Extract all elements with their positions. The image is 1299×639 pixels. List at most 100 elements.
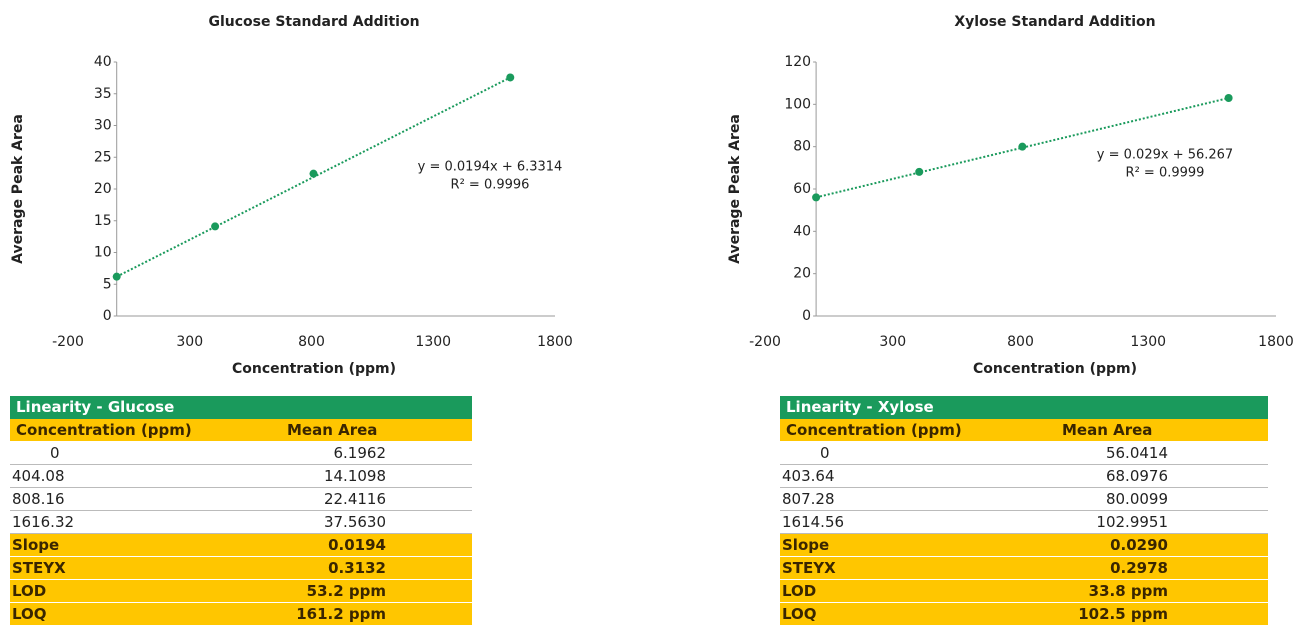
y-tick-label: 20 <box>94 181 112 197</box>
stat-value: 33.8 ppm <box>1088 582 1168 600</box>
annotation: R² = 0.9996 <box>451 178 530 193</box>
stat-row: LOD 53.2 ppm <box>10 580 472 603</box>
stat-label: Slope <box>12 536 60 554</box>
y-tick-label: 60 <box>793 181 811 197</box>
stat-label: LOQ <box>782 605 817 623</box>
x-tick-label: 800 <box>1007 334 1034 350</box>
y-tick-label: 0 <box>103 308 112 324</box>
header-cell: Mean Area <box>287 421 378 439</box>
table-cell: 0 <box>820 444 830 462</box>
y-tick-label: 30 <box>94 118 112 134</box>
y-tick-label: 10 <box>94 245 112 261</box>
data-point <box>1224 93 1233 102</box>
table: Linearity - Xylose Concentration (ppm) Mea… <box>780 396 1268 626</box>
charts: Glucose Standard Addition Concentration (… <box>10 14 1294 377</box>
y-tick-label: 5 <box>103 276 112 292</box>
table-title: Linearity - Glucose <box>10 396 472 419</box>
table-header: Concentration (ppm) Mean Area <box>10 419 472 442</box>
header-cell: Mean Area <box>1062 421 1153 439</box>
stat-row: LOD 33.8 ppm <box>780 580 1268 603</box>
x-axis-title: Concentration (ppm) <box>232 361 396 377</box>
stat-value: 0.2978 <box>1110 559 1168 577</box>
table-title: Linearity - Xylose <box>786 398 934 416</box>
stat-row: LOQ 102.5 ppm <box>780 603 1268 626</box>
table-cell: 1614.56 <box>782 513 845 531</box>
y-tick-label: 0 <box>802 308 811 324</box>
y-tick-label: 20 <box>793 266 811 282</box>
data-point <box>812 193 821 202</box>
data-point <box>1018 142 1027 151</box>
table-cell: 808.16 <box>12 490 65 508</box>
data-point <box>915 167 924 176</box>
header-cell: Concentration (ppm) <box>786 421 962 439</box>
annotation: y = 0.0194x + 6.3314 <box>418 160 563 175</box>
x-tick-label: 800 <box>298 334 325 350</box>
table-cell: 6.1962 <box>333 444 387 462</box>
stat-label: LOD <box>782 582 817 600</box>
table-row: 1616.32 37.5630 <box>10 511 472 534</box>
y-tick-label: 25 <box>94 149 112 165</box>
stat-row: STEYX 0.3132 <box>10 557 472 580</box>
data-point <box>506 73 515 82</box>
stat-label: LOQ <box>12 605 47 623</box>
table: Linearity - Glucose Concentration (ppm) Me… <box>10 396 472 626</box>
stat-row: LOQ 161.2 ppm <box>10 603 472 626</box>
x-tick-label: 300 <box>879 334 906 350</box>
stat-value: 0.3132 <box>328 559 386 577</box>
y-tick-label: 120 <box>784 54 811 70</box>
stat-row: Slope 0.0194 <box>10 534 472 557</box>
y-axis-title: Average Peak Area <box>727 114 743 264</box>
table-cell: 37.5630 <box>323 513 386 531</box>
stat-label: Slope <box>782 536 830 554</box>
data-point <box>211 222 220 231</box>
stat-value: 0.0194 <box>328 536 386 554</box>
table-title: Linearity - Glucose <box>16 398 175 416</box>
stat-value: 102.5 ppm <box>1078 605 1168 623</box>
table-cell: 102.9951 <box>1096 513 1168 531</box>
table-row: 808.16 22.4116 <box>10 488 472 511</box>
x-tick-label: 1300 <box>1130 334 1166 350</box>
x-tick-label: -200 <box>749 334 781 350</box>
chart-title: Xylose Standard Addition <box>954 14 1155 30</box>
table-cell: 807.28 <box>782 490 835 508</box>
table-cell: 0 <box>50 444 60 462</box>
table-row: 0 6.1962 <box>10 442 472 465</box>
table-cell: 80.0099 <box>1105 490 1168 508</box>
x-axis-title: Concentration (ppm) <box>973 361 1137 377</box>
table-row: 404.08 14.1098 <box>10 465 472 488</box>
annotation: R² = 0.9999 <box>1126 166 1205 181</box>
stat-row: STEYX 0.2978 <box>780 557 1268 580</box>
table-cell: 1616.32 <box>12 513 75 531</box>
table-cell: 404.08 <box>12 467 65 485</box>
x-tick-label: 1300 <box>415 334 451 350</box>
table-cell: 22.4116 <box>323 490 386 508</box>
table-row: 0 56.0414 <box>780 442 1268 465</box>
stat-label: STEYX <box>782 559 836 577</box>
table-row: 1614.56 102.9951 <box>780 511 1268 534</box>
stat-value: 53.2 ppm <box>306 582 386 600</box>
y-axis-title: Average Peak Area <box>10 114 26 264</box>
y-tick-label: 35 <box>94 86 112 102</box>
table-cell: 14.1098 <box>323 467 386 485</box>
x-tick-label: 1800 <box>537 334 573 350</box>
table-row: 807.28 80.0099 <box>780 488 1268 511</box>
y-tick-label: 15 <box>94 213 112 229</box>
table-header: Concentration (ppm) Mean Area <box>780 419 1268 442</box>
table-cell: 68.0976 <box>1105 467 1168 485</box>
annotation: y = 0.029x + 56.267 <box>1097 148 1233 163</box>
stat-row: Slope 0.0290 <box>780 534 1268 557</box>
y-tick-label: 80 <box>793 139 811 155</box>
table-row: 403.64 68.0976 <box>780 465 1268 488</box>
stat-label: LOD <box>12 582 47 600</box>
y-tick-label: 40 <box>94 54 112 70</box>
chart-title: Glucose Standard Addition <box>208 14 419 30</box>
table-cell: 403.64 <box>782 467 835 485</box>
y-tick-label: 100 <box>784 96 811 112</box>
table-cell: 56.0414 <box>1105 444 1168 462</box>
stat-label: STEYX <box>12 559 66 577</box>
data-point <box>309 169 318 178</box>
x-tick-label: 1800 <box>1258 334 1294 350</box>
table-title: Linearity - Xylose <box>780 396 1268 419</box>
stat-value: 161.2 ppm <box>296 605 386 623</box>
